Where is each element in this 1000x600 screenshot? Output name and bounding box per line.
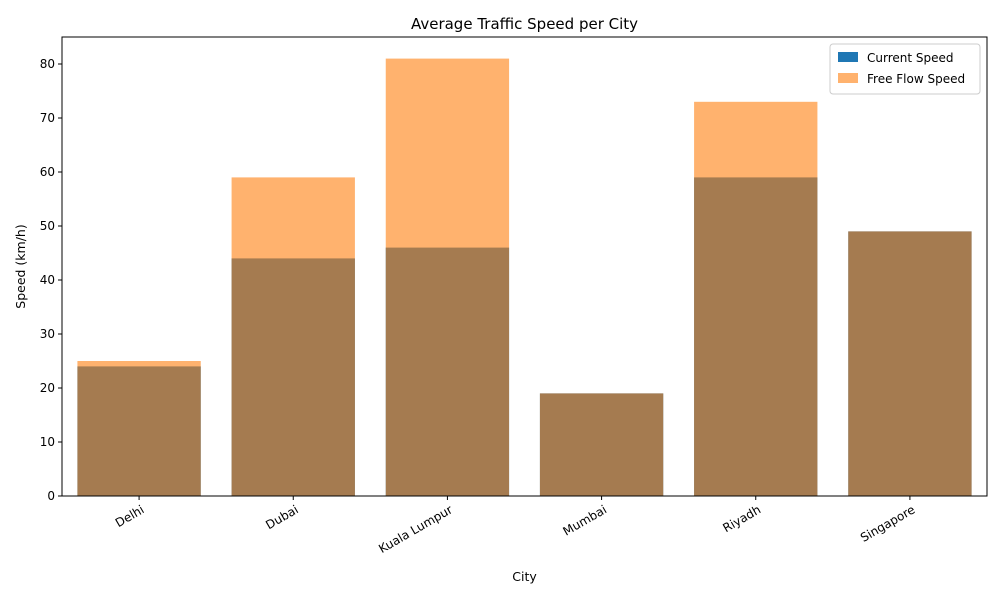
bar-free-flow-speed-singapore (848, 231, 972, 496)
legend-label-current-speed: Current Speed (867, 51, 954, 65)
y-tick-label: 20 (40, 381, 55, 395)
y-tick-label: 30 (40, 327, 55, 341)
y-tick-label: 80 (40, 57, 55, 71)
y-tick-label: 0 (47, 489, 55, 503)
bar-free-flow-speed-delhi (77, 361, 201, 496)
y-tick-label: 60 (40, 165, 55, 179)
legend-swatch-current-speed (838, 52, 858, 62)
legend-label-free-flow-speed: Free Flow Speed (867, 72, 965, 86)
y-axis-label: Speed (km/h) (13, 224, 28, 308)
legend-swatch-free-flow-speed (838, 73, 858, 83)
bar-free-flow-speed-dubai (231, 177, 355, 496)
plot-area-frame (61, 36, 988, 497)
bar-free-flow-speed-kuala-lumpur (385, 58, 510, 496)
free-flow-speed-bars (77, 58, 972, 497)
legend: Current Speed Free Flow Speed (829, 43, 981, 95)
chart-title: Average Traffic Speed per City (411, 15, 638, 33)
y-axis: 0 10 20 30 40 50 60 70 80 (40, 57, 62, 503)
x-axis-label: City (512, 569, 537, 584)
y-tick-label: 50 (40, 219, 55, 233)
bar-free-flow-speed-mumbai (539, 393, 664, 496)
y-tick-label: 40 (40, 273, 55, 287)
bar-free-flow-speed-riyadh (694, 101, 818, 497)
y-tick-label: 70 (40, 111, 55, 125)
legend-box (829, 43, 981, 95)
y-tick-label: 10 (40, 435, 55, 449)
